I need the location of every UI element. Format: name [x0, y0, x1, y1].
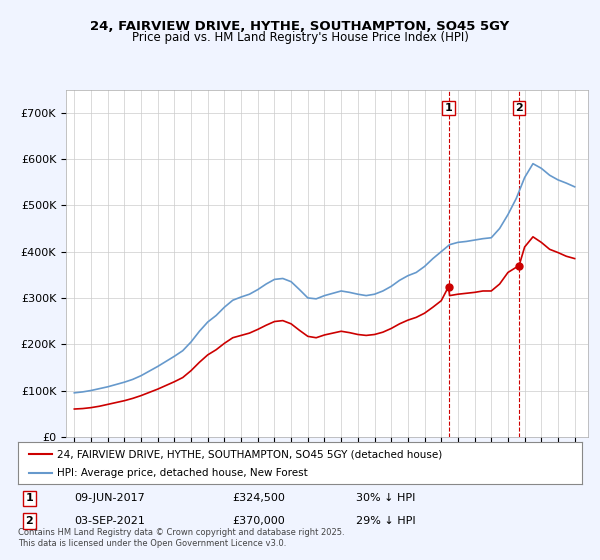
Text: 24, FAIRVIEW DRIVE, HYTHE, SOUTHAMPTON, SO45 5GY (detached house): 24, FAIRVIEW DRIVE, HYTHE, SOUTHAMPTON, … [58, 449, 443, 459]
Text: 09-JUN-2017: 09-JUN-2017 [74, 493, 145, 503]
Text: 29% ↓ HPI: 29% ↓ HPI [356, 516, 416, 526]
Text: 1: 1 [445, 103, 452, 113]
Text: 2: 2 [515, 103, 523, 113]
Text: 30% ↓ HPI: 30% ↓ HPI [356, 493, 416, 503]
Text: HPI: Average price, detached house, New Forest: HPI: Average price, detached house, New … [58, 468, 308, 478]
Text: £370,000: £370,000 [232, 516, 285, 526]
Text: 03-SEP-2021: 03-SEP-2021 [74, 516, 145, 526]
Text: 1: 1 [25, 493, 33, 503]
Text: Price paid vs. HM Land Registry's House Price Index (HPI): Price paid vs. HM Land Registry's House … [131, 31, 469, 44]
Text: Contains HM Land Registry data © Crown copyright and database right 2025.
This d: Contains HM Land Registry data © Crown c… [18, 528, 344, 548]
Text: 2: 2 [25, 516, 33, 526]
Text: £324,500: £324,500 [232, 493, 285, 503]
Text: 24, FAIRVIEW DRIVE, HYTHE, SOUTHAMPTON, SO45 5GY: 24, FAIRVIEW DRIVE, HYTHE, SOUTHAMPTON, … [91, 20, 509, 32]
